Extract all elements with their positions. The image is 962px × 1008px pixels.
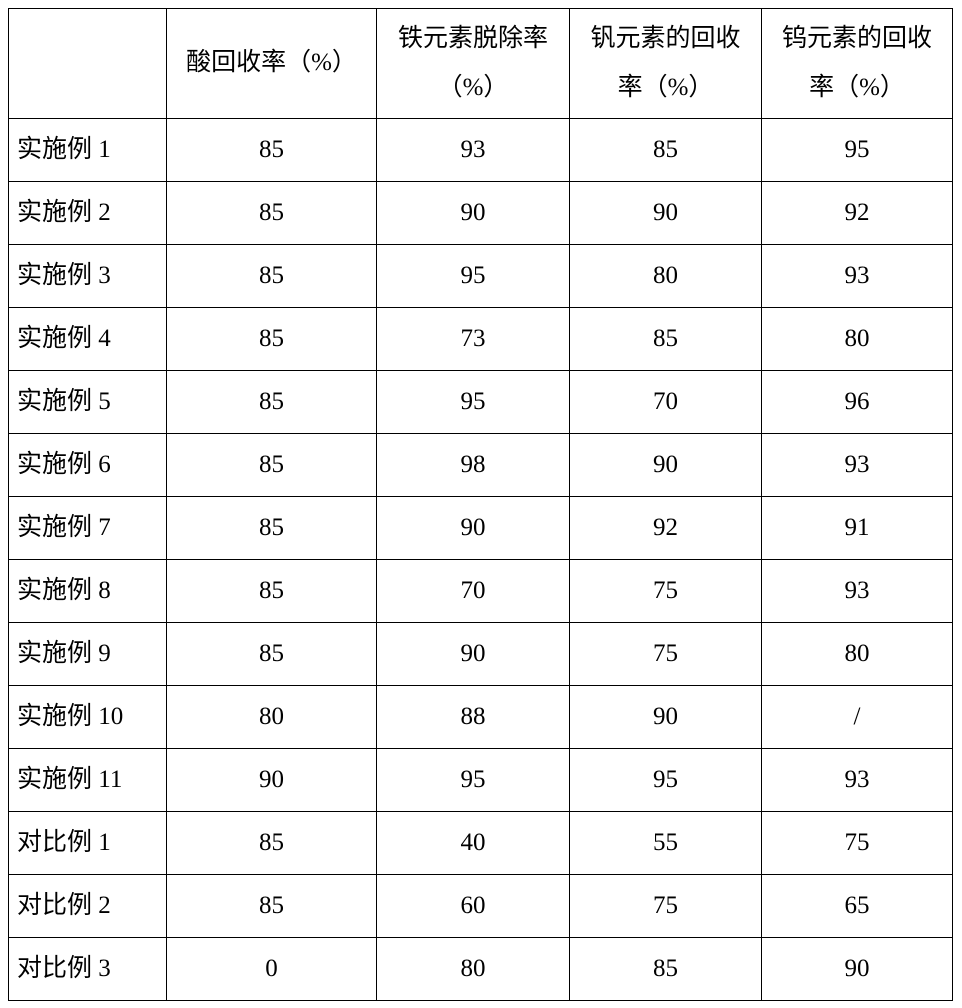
table-row: 对比例 2 85 60 75 65 — [9, 875, 953, 938]
row-label: 实施例 6 — [9, 434, 167, 497]
row-label: 实施例 7 — [9, 497, 167, 560]
cell-w: 65 — [762, 875, 953, 938]
header-blank — [9, 9, 167, 119]
table-row: 对比例 3 0 80 85 90 — [9, 938, 953, 1001]
row-label: 实施例 1 — [9, 119, 167, 182]
cell-fe: 90 — [377, 623, 570, 686]
cell-fe: 93 — [377, 119, 570, 182]
header-acid-recovery: 酸回收率（%） — [167, 9, 377, 119]
cell-v: 95 — [570, 749, 762, 812]
cell-v: 70 — [570, 371, 762, 434]
cell-w: 93 — [762, 434, 953, 497]
cell-acid: 85 — [167, 308, 377, 371]
cell-w: / — [762, 686, 953, 749]
cell-fe: 95 — [377, 371, 570, 434]
cell-v: 75 — [570, 875, 762, 938]
row-label: 实施例 11 — [9, 749, 167, 812]
row-label: 对比例 3 — [9, 938, 167, 1001]
cell-v: 90 — [570, 686, 762, 749]
cell-fe: 60 — [377, 875, 570, 938]
header-v-recovery-line2: 率（%） — [618, 74, 714, 103]
cell-v: 90 — [570, 434, 762, 497]
cell-fe: 88 — [377, 686, 570, 749]
cell-acid: 85 — [167, 560, 377, 623]
row-label: 实施例 10 — [9, 686, 167, 749]
cell-fe: 98 — [377, 434, 570, 497]
cell-fe: 90 — [377, 182, 570, 245]
cell-w: 80 — [762, 623, 953, 686]
cell-acid: 85 — [167, 245, 377, 308]
table-row: 实施例 2 85 90 90 92 — [9, 182, 953, 245]
cell-w: 75 — [762, 812, 953, 875]
header-w-recovery: 钨元素的回收 率（%） — [762, 9, 953, 119]
cell-acid: 85 — [167, 119, 377, 182]
cell-fe: 70 — [377, 560, 570, 623]
cell-acid: 85 — [167, 623, 377, 686]
cell-v: 85 — [570, 938, 762, 1001]
table-row: 实施例 3 85 95 80 93 — [9, 245, 953, 308]
cell-acid: 85 — [167, 497, 377, 560]
table-row: 实施例 6 85 98 90 93 — [9, 434, 953, 497]
cell-v: 75 — [570, 560, 762, 623]
cell-v: 75 — [570, 623, 762, 686]
cell-acid: 90 — [167, 749, 377, 812]
cell-w: 90 — [762, 938, 953, 1001]
table-row: 实施例 10 80 88 90 / — [9, 686, 953, 749]
cell-fe: 95 — [377, 245, 570, 308]
cell-acid: 85 — [167, 812, 377, 875]
row-label: 实施例 2 — [9, 182, 167, 245]
cell-acid: 85 — [167, 434, 377, 497]
cell-acid: 85 — [167, 875, 377, 938]
header-fe-removal: 铁元素脱除率 （%） — [377, 9, 570, 119]
header-v-recovery: 钒元素的回收 率（%） — [570, 9, 762, 119]
row-label: 实施例 8 — [9, 560, 167, 623]
table-row: 实施例 9 85 90 75 80 — [9, 623, 953, 686]
header-fe-removal-line2: （%） — [438, 74, 509, 103]
table-row: 实施例 7 85 90 92 91 — [9, 497, 953, 560]
cell-w: 93 — [762, 560, 953, 623]
cell-fe: 40 — [377, 812, 570, 875]
cell-w: 93 — [762, 245, 953, 308]
cell-w: 92 — [762, 182, 953, 245]
cell-fe: 80 — [377, 938, 570, 1001]
header-w-recovery-line2: 率（%） — [809, 74, 905, 103]
cell-acid: 0 — [167, 938, 377, 1001]
cell-w: 93 — [762, 749, 953, 812]
cell-w: 95 — [762, 119, 953, 182]
cell-fe: 95 — [377, 749, 570, 812]
table-row: 对比例 1 85 40 55 75 — [9, 812, 953, 875]
table-row: 实施例 11 90 95 95 93 — [9, 749, 953, 812]
cell-w: 91 — [762, 497, 953, 560]
cell-fe: 90 — [377, 497, 570, 560]
header-acid-recovery-line1: 酸回收率（%） — [186, 49, 357, 78]
row-label: 实施例 9 — [9, 623, 167, 686]
row-label: 实施例 5 — [9, 371, 167, 434]
table-row: 实施例 4 85 73 85 80 — [9, 308, 953, 371]
table-row: 实施例 5 85 95 70 96 — [9, 371, 953, 434]
results-table: 酸回收率（%） 铁元素脱除率 （%） 钒元素的回收 率（%） 钨元素的回收 率（… — [8, 8, 953, 1001]
cell-w: 96 — [762, 371, 953, 434]
cell-v: 80 — [570, 245, 762, 308]
table-header-row: 酸回收率（%） 铁元素脱除率 （%） 钒元素的回收 率（%） 钨元素的回收 率（… — [9, 9, 953, 119]
row-label: 对比例 2 — [9, 875, 167, 938]
table-row: 实施例 8 85 70 75 93 — [9, 560, 953, 623]
cell-v: 85 — [570, 308, 762, 371]
table-row: 实施例 1 85 93 85 95 — [9, 119, 953, 182]
cell-acid: 80 — [167, 686, 377, 749]
cell-v: 90 — [570, 182, 762, 245]
header-v-recovery-line1: 钒元素的回收 — [590, 25, 740, 54]
cell-v: 92 — [570, 497, 762, 560]
cell-acid: 85 — [167, 371, 377, 434]
row-label: 实施例 4 — [9, 308, 167, 371]
cell-v: 85 — [570, 119, 762, 182]
cell-acid: 85 — [167, 182, 377, 245]
cell-fe: 73 — [377, 308, 570, 371]
cell-v: 55 — [570, 812, 762, 875]
row-label: 实施例 3 — [9, 245, 167, 308]
row-label: 对比例 1 — [9, 812, 167, 875]
cell-w: 80 — [762, 308, 953, 371]
header-fe-removal-line1: 铁元素脱除率 — [398, 25, 548, 54]
header-w-recovery-line1: 钨元素的回收 — [782, 25, 932, 54]
